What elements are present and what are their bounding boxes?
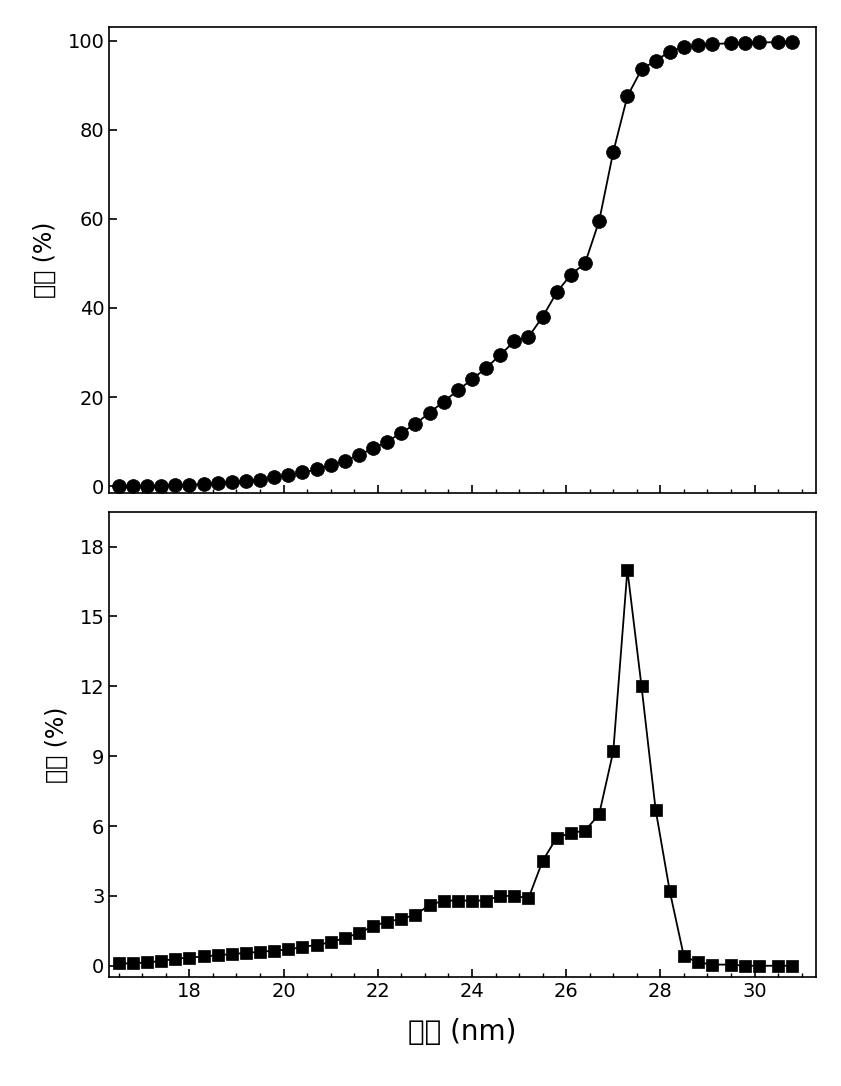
X-axis label: 孔径 (nm): 孔径 (nm) bbox=[409, 1018, 516, 1046]
Y-axis label: 积分 (%): 积分 (%) bbox=[33, 222, 56, 299]
Y-axis label: 差分 (%): 差分 (%) bbox=[45, 706, 68, 783]
